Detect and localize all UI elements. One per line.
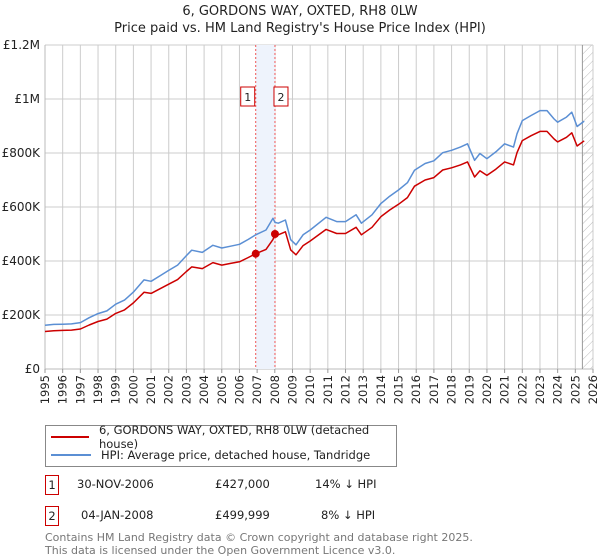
sale-period-band xyxy=(255,45,275,369)
x-tick-label: 2021 xyxy=(498,375,512,404)
sale-marker-badge: 1 xyxy=(45,475,59,495)
x-tick-label: 2007 xyxy=(250,375,264,404)
x-tick-label: 2017 xyxy=(427,375,441,404)
x-tick-label: 2025 xyxy=(568,375,582,404)
y-tick-label: £200K xyxy=(2,308,42,322)
sale-marker-label: 1 xyxy=(244,91,251,104)
x-tick-label: 2019 xyxy=(462,375,476,404)
chart-title: 6, GORDONS WAY, OXTED, RH8 0LW xyxy=(182,4,418,19)
legend: 6, GORDONS WAY, OXTED, RH8 0LW (detached… xyxy=(45,423,397,467)
footer-licence: This data is licensed under the Open Gov… xyxy=(45,544,396,557)
sale-marker-box xyxy=(273,86,289,107)
sale-point xyxy=(270,230,279,239)
sale-marker-badge: 2 xyxy=(45,506,59,526)
sale-price: £499,999 xyxy=(215,508,270,522)
x-tick-label: 2026 xyxy=(586,375,600,404)
blue-line-swatch xyxy=(51,454,91,456)
y-tick-label: £400K xyxy=(2,254,42,268)
sale-date: 30-NOV-2006 xyxy=(77,477,154,491)
x-tick-label: 2015 xyxy=(392,375,406,404)
legend-label: 6, GORDONS WAY, OXTED, RH8 0LW (detached… xyxy=(98,423,370,451)
x-tick-label: 2014 xyxy=(374,375,388,404)
y-tick-label: £600K xyxy=(2,200,42,214)
x-tick-label: 2010 xyxy=(303,375,317,404)
x-tick-label: 2022 xyxy=(515,375,529,404)
legend-item-price: 6, GORDONS WAY, OXTED, RH8 0LW (detached… xyxy=(51,423,396,451)
x-tick-label: 2000 xyxy=(126,375,140,404)
x-tick-label: 1995 xyxy=(38,375,52,404)
y-tick-label: £1.2M xyxy=(3,38,40,52)
x-tick-label: 1997 xyxy=(73,375,87,404)
x-tick-label: 1996 xyxy=(56,375,70,404)
forecast-hatch xyxy=(582,45,593,369)
x-tick-label: 2024 xyxy=(551,375,565,404)
sale-hpi-diff: 14% ↓ HPI xyxy=(315,477,377,491)
x-tick-label: 2001 xyxy=(144,375,158,404)
x-tick-label: 2011 xyxy=(321,375,335,404)
x-tick-label: 2013 xyxy=(356,375,370,404)
y-tick-label: £0 xyxy=(25,362,40,376)
footer-copyright: Contains HM Land Registry data © Crown c… xyxy=(45,531,473,544)
x-tick-label: 2016 xyxy=(409,375,423,404)
sale-marker-label: 2 xyxy=(277,91,284,104)
x-tick-label: 2020 xyxy=(480,375,494,404)
x-tick-label: 2002 xyxy=(162,375,176,404)
x-tick-label: 2018 xyxy=(445,375,459,404)
sale-hpi-diff: 8% ↓ HPI xyxy=(321,508,376,522)
legend-item-hpi: HPI: Average price, detached house, Tand… xyxy=(51,447,370,463)
x-tick-label: 2009 xyxy=(285,375,299,404)
line-chart: 1995 1996 1997 1998 1999 2000 2001 2002 2003 2004… xyxy=(2,38,600,404)
chart-subtitle: Price paid vs. HM Land Registry's House … xyxy=(114,21,486,36)
sale-date: 04-JAN-2008 xyxy=(81,508,154,522)
x-tick-label: 2012 xyxy=(339,375,353,404)
sale-point xyxy=(251,249,260,258)
x-tick-label: 2003 xyxy=(179,375,193,404)
hpi-line xyxy=(44,109,585,327)
sale-marker-box xyxy=(240,86,256,107)
legend-label: HPI: Average price, detached house, Tand… xyxy=(101,448,371,462)
x-tick-label: 2023 xyxy=(533,375,547,404)
x-tick-label: 2004 xyxy=(197,375,211,404)
x-tick-label: 1998 xyxy=(91,375,105,404)
red-line-swatch xyxy=(51,436,89,438)
x-tick-label: 2006 xyxy=(232,375,246,404)
x-tick-label: 2005 xyxy=(215,375,229,404)
y-tick-label: £1M xyxy=(14,92,40,106)
price-paid-line xyxy=(44,130,585,333)
x-tick-label: 1999 xyxy=(109,375,123,404)
sale-price: £427,000 xyxy=(215,477,270,491)
x-tick-label: 2008 xyxy=(268,375,282,404)
y-tick-label: £800K xyxy=(2,146,42,160)
